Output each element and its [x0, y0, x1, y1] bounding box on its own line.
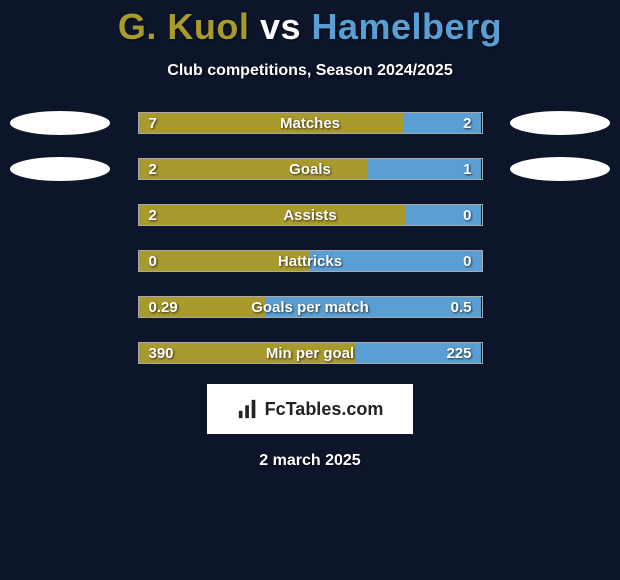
stat-bar: 390Min per goal225	[138, 342, 483, 364]
player-left-avatar-placeholder	[10, 111, 110, 135]
bar-chart-icon	[237, 398, 259, 420]
stat-row: 2Assists0	[0, 204, 620, 226]
player-right-avatar-placeholder	[510, 157, 610, 181]
vs-text: vs	[260, 6, 301, 47]
logo-text: FcTables.com	[265, 399, 384, 420]
bar-segment-left	[139, 251, 311, 271]
stat-bar: 2Goals1	[138, 158, 483, 180]
bar-segment-left	[139, 297, 266, 317]
stat-row: 0Hattricks0	[0, 250, 620, 272]
stat-row: 390Min per goal225	[0, 342, 620, 364]
bar-segment-left	[139, 205, 407, 225]
comparison-title: G. Kuol vs Hamelberg	[0, 0, 620, 48]
player-right-avatar-placeholder	[510, 111, 610, 135]
bar-segment-left	[139, 159, 367, 179]
bar-segment-right	[404, 113, 481, 133]
bar-segment-right	[356, 343, 481, 363]
stat-row: 0.29Goals per match0.5	[0, 296, 620, 318]
bar-segment-right	[406, 205, 481, 225]
player-right-name: Hamelberg	[312, 6, 503, 47]
stat-bar: 0Hattricks0	[138, 250, 483, 272]
footer-date: 2 march 2025	[0, 452, 620, 470]
stat-bar: 2Assists0	[138, 204, 483, 226]
stat-rows: 7Matches2 2Goals1 2Assists0 0Hattricks0 0.29…	[0, 112, 620, 364]
comparison-subtitle: Club competitions, Season 2024/2025	[0, 62, 620, 80]
stat-row: 2Goals1	[0, 158, 620, 180]
stat-row: 7Matches2	[0, 112, 620, 134]
player-left-name: G. Kuol	[118, 6, 250, 47]
player-left-avatar-placeholder	[10, 157, 110, 181]
bar-segment-left	[139, 343, 357, 363]
bar-segment-left	[139, 113, 405, 133]
fctables-logo: FcTables.com	[207, 384, 413, 434]
bar-segment-right	[310, 251, 482, 271]
bar-segment-right	[367, 159, 482, 179]
bar-segment-right	[265, 297, 481, 317]
stat-bar: 7Matches2	[138, 112, 483, 134]
stat-bar: 0.29Goals per match0.5	[138, 296, 483, 318]
